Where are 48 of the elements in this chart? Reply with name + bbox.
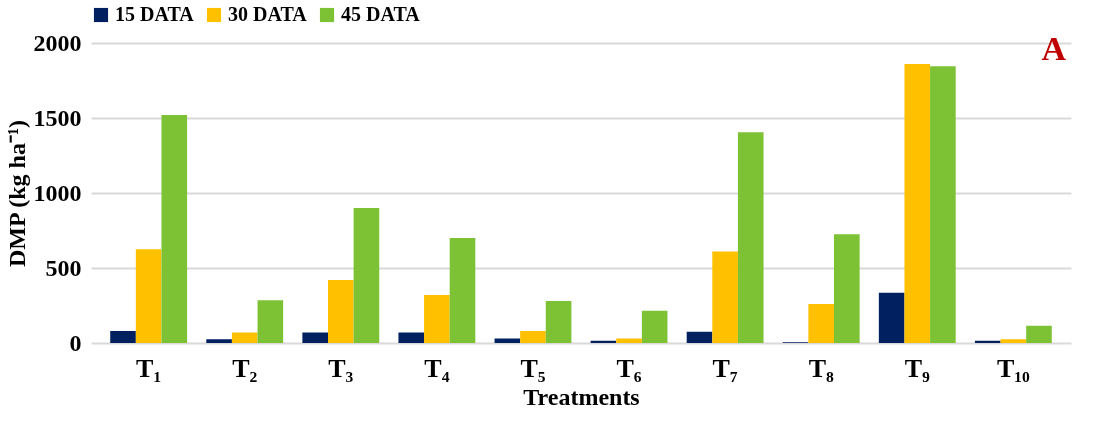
bar	[353, 208, 380, 343]
x-tick-label: T₈	[808, 353, 834, 383]
legend-label: 45 DATA	[341, 3, 421, 25]
bar	[327, 280, 354, 343]
bar	[686, 331, 713, 343]
y-tick-label: 0	[69, 329, 82, 356]
bar	[878, 292, 905, 343]
bar	[834, 234, 860, 343]
bar	[231, 332, 258, 343]
legend-label: 15 DATA	[115, 3, 195, 25]
y-tick-label: 1500	[33, 104, 82, 131]
bar	[206, 339, 232, 343]
x-tick-label: T₇	[712, 353, 738, 383]
bar	[904, 64, 931, 343]
bar	[616, 338, 642, 343]
y-tick-label: 1000	[33, 179, 82, 206]
bar	[1000, 339, 1027, 343]
x-tick-label: T₁	[136, 353, 162, 383]
bar	[930, 66, 956, 343]
y-tick-label: 500	[45, 254, 82, 281]
bar	[641, 310, 668, 343]
bar	[424, 295, 450, 343]
bar	[135, 249, 162, 343]
x-axis-title: Treatments	[523, 383, 640, 410]
x-tick-label: T₃	[328, 353, 354, 383]
y-axis-title: DMP (kg ha⁻¹)	[3, 119, 30, 268]
x-tick-label: T₁₀	[996, 353, 1031, 383]
x-tick-label: T₂	[232, 353, 258, 383]
bar	[449, 238, 476, 343]
x-tick-label: T₉	[904, 353, 931, 383]
bar	[974, 340, 1001, 343]
x-tick-label: T₅	[520, 353, 546, 383]
x-tick-label: T₄	[424, 353, 450, 383]
bar	[398, 332, 425, 343]
bar	[110, 331, 136, 343]
bar	[302, 332, 328, 343]
bar	[712, 251, 738, 343]
bar	[257, 300, 284, 343]
x-tick-label: T₆	[616, 353, 642, 383]
annotation: A	[1041, 30, 1067, 67]
legend-label: 30 DATA	[228, 3, 308, 25]
bar	[520, 331, 546, 343]
y-tick-label: 2000	[33, 29, 82, 56]
bar	[545, 301, 572, 343]
bar	[161, 115, 188, 343]
bar	[1026, 325, 1052, 343]
bar	[737, 132, 764, 343]
bar	[808, 304, 835, 343]
